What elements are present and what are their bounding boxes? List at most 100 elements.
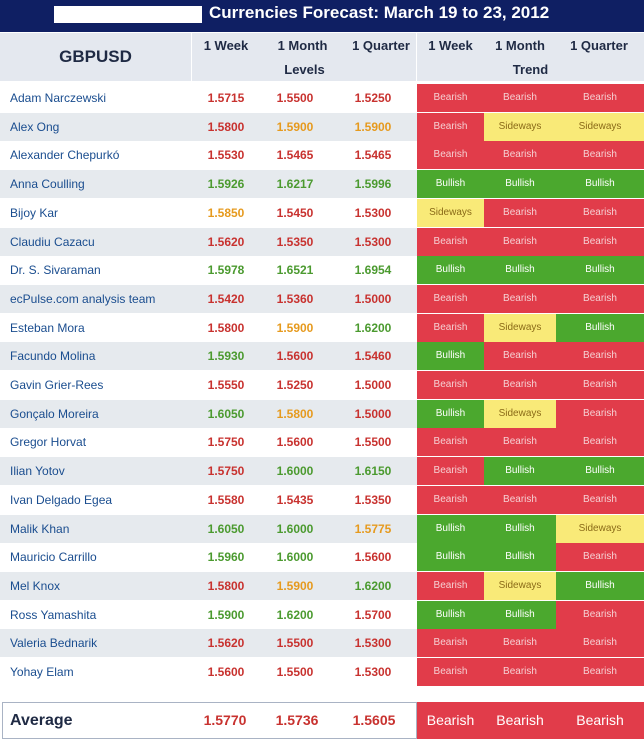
trend-col-quarter: 1 Quarter (570, 37, 628, 53)
table-row: Mauricio Carrillo 1.5960 1.6000 1.5600 Bulli… (0, 543, 644, 572)
trend-header-background (417, 33, 644, 81)
level-month: 1.5360 (276, 291, 314, 306)
row-background (0, 227, 417, 256)
trend-week: Bearish (417, 141, 484, 170)
level-week: 1.5750 (207, 435, 245, 450)
levels-col-month: 1 Month (277, 37, 328, 53)
analyst-name[interactable]: Alexander Chepurkó (10, 148, 120, 163)
analyst-name[interactable]: Adam Narczewski (10, 91, 107, 105)
level-quarter: 1.5300 (354, 234, 392, 249)
level-week: 1.5800 (207, 320, 245, 335)
average-label: Average (10, 712, 73, 729)
level-week: 1.5750 (207, 464, 245, 479)
analyst-name[interactable]: ecPulse.com analysis team (10, 291, 156, 306)
level-quarter: 1.5500 (354, 435, 392, 450)
analyst-name[interactable]: Yohay Elam (10, 665, 74, 679)
analyst-name[interactable]: Gavin Grier-Rees (10, 378, 104, 392)
trend-quarter: Bearish (556, 629, 644, 658)
level-week: 1.5800 (207, 578, 245, 593)
levels-col-quarter: 1 Quarter (352, 37, 410, 53)
level-quarter: 1.5000 (354, 291, 392, 306)
average-month: 1.5736 (275, 712, 319, 728)
row-background (0, 371, 417, 399)
analyst-name[interactable]: Dr. S. Sivaraman (10, 263, 101, 278)
analyst-name[interactable]: Ilian Yotov (10, 464, 65, 479)
trend-month: Sideways (484, 571, 556, 600)
trend-col-month: 1 Month (495, 37, 545, 53)
trend-week: Sideways (417, 198, 484, 227)
row-background (0, 112, 417, 141)
trend-quarter: Bullish (556, 457, 644, 486)
row-background (0, 313, 417, 342)
level-week: 1.5580 (207, 492, 245, 507)
average-trend-quarter: Bearish (556, 702, 644, 739)
trend-week: Bullish (417, 600, 484, 629)
trend-month: Bullish (484, 543, 556, 572)
analyst-name[interactable]: Ross Yamashita (10, 607, 97, 622)
level-month: 1.5250 (276, 378, 314, 392)
trend-week: Bearish (417, 227, 484, 256)
analyst-name[interactable]: Gonçalo Moreira (10, 406, 99, 421)
level-quarter: 1.5700 (354, 607, 392, 622)
analyst-name[interactable]: Esteban Mora (10, 320, 85, 335)
row-background (0, 256, 417, 285)
row-background (0, 170, 417, 199)
trend-col-week: 1 Week (428, 37, 473, 53)
analyst-name[interactable]: Valeria Bednarik (10, 636, 98, 651)
analyst-name[interactable]: Claudiu Cazacu (10, 234, 95, 249)
table-row: Yohay Elam 1.5600 1.5500 1.5300 Bearish Beari… (0, 658, 644, 686)
level-quarter: 1.6200 (354, 578, 392, 593)
table-row: Gregor Horvat 1.5750 1.5600 1.5500 Bearish Be… (0, 428, 644, 457)
page-title: Currencies Forecast: March 19 to 23, 201… (209, 3, 550, 22)
average-row: Average 1.5770 1.5736 1.5605 Bearish Bea… (0, 702, 644, 739)
table-row: Facundo Molina 1.5930 1.5600 1.5460 Bullish B… (0, 342, 644, 371)
analyst-name[interactable]: Bijoy Kar (10, 205, 59, 220)
trend-quarter: Bearish (556, 342, 644, 371)
row-background (0, 284, 417, 313)
trend-month: Bearish (484, 658, 556, 686)
analyst-name[interactable]: Gregor Horvat (10, 435, 87, 450)
level-month: 1.5500 (276, 91, 314, 105)
trend-month: Bullish (484, 514, 556, 543)
level-week: 1.5620 (207, 234, 245, 249)
row-background (0, 658, 417, 686)
trend-week: Bullish (417, 399, 484, 428)
analyst-name[interactable]: Ivan Delgado Egea (10, 492, 113, 507)
trend-quarter: Bearish (556, 600, 644, 629)
row-background (0, 141, 417, 170)
analyst-name[interactable]: Mauricio Carrillo (10, 550, 97, 565)
level-quarter: 1.5350 (354, 492, 392, 507)
analyst-name[interactable]: Facundo Molina (10, 349, 96, 364)
row-background (0, 198, 417, 227)
table-row: ecPulse.com analysis team 1.5420 1.5360 1.5… (0, 284, 644, 313)
trend-month: Bearish (484, 485, 556, 514)
level-quarter: 1.6954 (354, 263, 392, 278)
level-month: 1.5900 (276, 578, 314, 593)
analyst-name[interactable]: Anna Coulling (10, 177, 85, 192)
level-week: 1.5530 (207, 148, 245, 163)
trend-quarter: Bearish (556, 227, 644, 256)
row-background (0, 600, 417, 629)
level-week: 1.5930 (207, 349, 245, 364)
level-quarter: 1.5250 (354, 91, 392, 105)
trend-quarter: Bearish (556, 399, 644, 428)
level-month: 1.6200 (276, 607, 314, 622)
row-background (0, 485, 417, 514)
level-month: 1.6000 (276, 464, 314, 479)
analyst-name[interactable]: Malik Khan (10, 521, 70, 536)
trend-week: Bullish (417, 256, 484, 285)
title-bar: Currencies Forecast: March 19 to 23, 201… (0, 0, 644, 32)
analyst-name[interactable]: Alex Ong (10, 119, 60, 134)
trend-week: Bearish (417, 658, 484, 686)
level-quarter: 1.5600 (354, 550, 392, 565)
table-row: Bijoy Kar 1.5850 1.5450 1.5300 Sideways Beari… (0, 198, 644, 227)
level-quarter: 1.5300 (354, 205, 392, 220)
table-row: Ivan Delgado Egea 1.5580 1.5435 1.5350 Beari… (0, 485, 644, 514)
table-row: Anna Coulling 1.5926 1.6217 1.5996 Bullish Bu… (0, 170, 644, 199)
average-trend-week: Bearish (417, 702, 484, 739)
row-background (0, 342, 417, 371)
analyst-name[interactable]: Mel Knox (10, 578, 61, 593)
trend-month: Bullish (484, 457, 556, 486)
trend-week: Bearish (417, 571, 484, 600)
table-row: Gonçalo Moreira 1.6050 1.5800 1.5000 Bullish… (0, 399, 644, 428)
